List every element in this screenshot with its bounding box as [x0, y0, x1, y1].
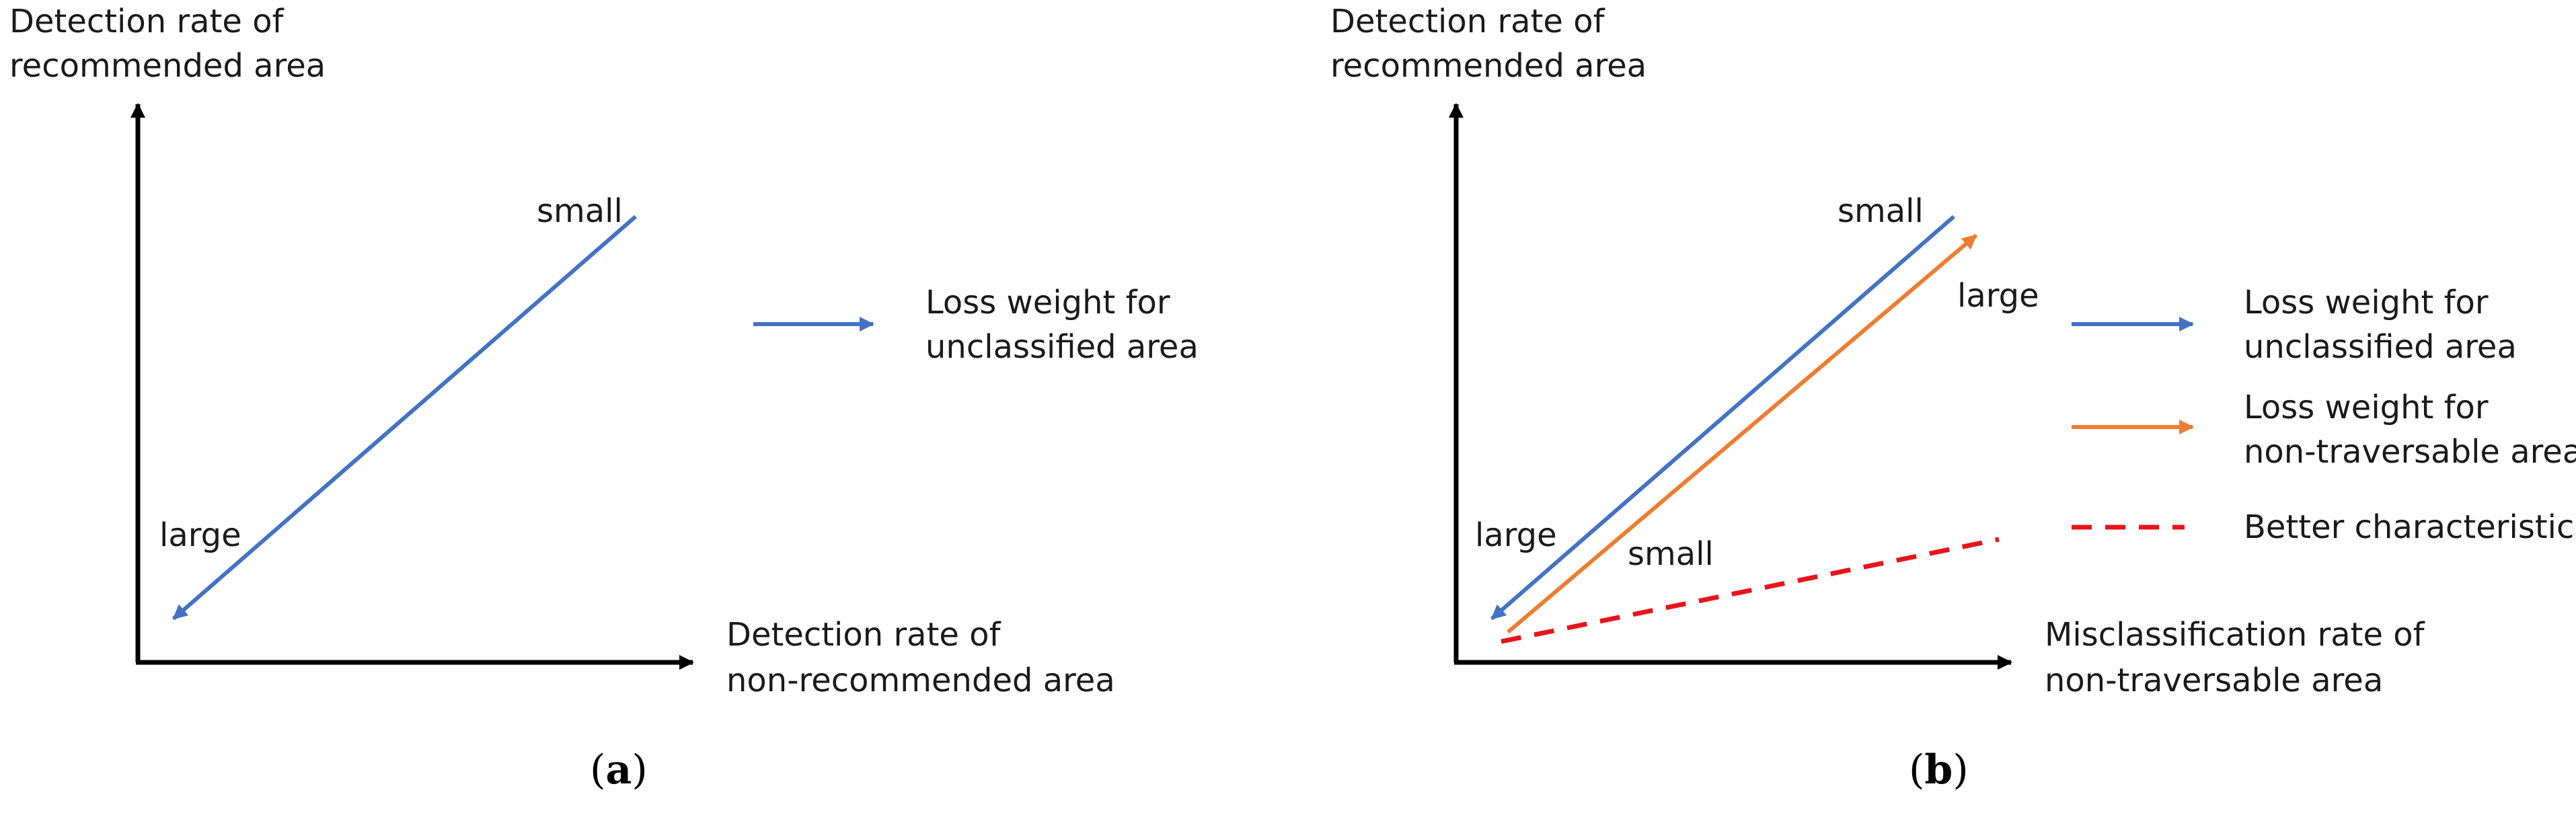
panel-a-legend-label-line1: Loss weight for: [925, 284, 1170, 321]
panel-b-legend-red-label: Better characteristic: [2244, 508, 2574, 546]
panel-a-legend-label-line2: unclassified area: [925, 328, 1199, 366]
panel-b-orange-large-label: large: [1957, 277, 2039, 315]
panel-b-caption-open: (: [1909, 746, 1924, 793]
panel-b-x-axis-label-line2: non-traversable area: [2045, 662, 2383, 699]
panel-b-x-axis-label-line1: Misclassification rate of: [2045, 616, 2425, 654]
panel-b-legend-orange-label-line1: Loss weight for: [2244, 389, 2489, 426]
panel-b-caption: (b): [1909, 746, 1969, 793]
panel-a-blue-arrow: [172, 215, 637, 621]
panel-a-small-label: small: [537, 192, 623, 230]
panel-a-large-label: large: [159, 516, 241, 554]
panel-b-legend-orange-label-line2: non-traversable area: [2244, 433, 2576, 471]
panel-b-caption-letter: b: [1924, 746, 1953, 793]
panel-a: Detection rate of recommended area Detec…: [9, 3, 1199, 793]
panel-a-caption: (a): [590, 746, 648, 793]
panel-a-caption-letter: a: [605, 746, 632, 793]
panel-a-y-axis-label-line2: recommended area: [9, 47, 326, 85]
panel-b-legend-blue-label-line1: Loss weight for: [2244, 284, 2489, 321]
panel-b-caption-close: ): [1953, 746, 1968, 793]
panel-a-caption-open: (: [590, 746, 605, 793]
panel-a-x-axis-label-line1: Detection rate of: [726, 616, 1001, 654]
panel-b-orange-arrow: [1507, 233, 1977, 634]
panel-b-red-dashed-line: [1501, 537, 2000, 644]
panel-b-blue-arrow: [1490, 215, 1955, 621]
panel-b-y-axis-label-line1: Detection rate of: [1330, 3, 1605, 40]
panel-a-x-axis-label-line2: non-recommended area: [726, 662, 1115, 699]
panel-a-y-axis-label-line1: Detection rate of: [9, 3, 285, 40]
panel-b-blue-large-label: large: [1475, 516, 1557, 554]
panel-b-legend-blue-label-line2: unclassified area: [2244, 328, 2517, 366]
panel-b-blue-small-label: small: [1838, 192, 1924, 230]
panel-a-caption-close: ): [632, 746, 647, 793]
panel-b-orange-small-label: small: [1628, 535, 1714, 573]
panel-b: Detection rate of recommended area Miscl…: [1330, 3, 2576, 793]
panel-b-y-axis-label-line2: recommended area: [1330, 47, 1646, 85]
